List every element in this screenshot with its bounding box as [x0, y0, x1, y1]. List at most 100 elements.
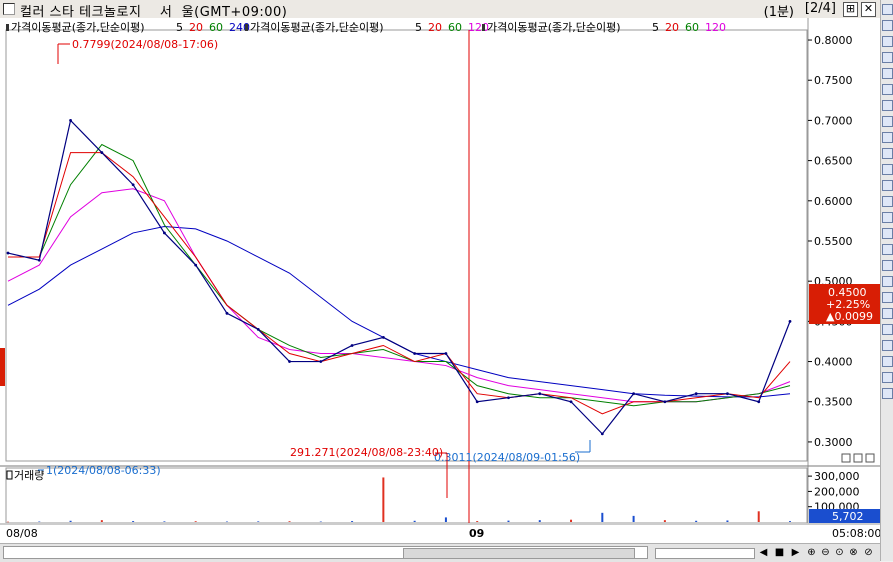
- window-titlebar: 컬러 스타 테크놀로지 서 울(GMT+09:00) (1분) [2/4] ⊞ …: [0, 0, 880, 20]
- zoom-fit-icon[interactable]: ⊗: [849, 547, 858, 558]
- horizontal-line-tool-icon[interactable]: [882, 52, 893, 63]
- zoom-out-icon[interactable]: ⊖: [821, 547, 830, 558]
- current-volume: 5,702: [832, 510, 864, 523]
- cycle-tool-icon[interactable]: [882, 228, 893, 239]
- lock-tool-icon[interactable]: [882, 356, 893, 367]
- x-label-date: 08/08: [6, 527, 38, 540]
- legend-period: 60: [685, 21, 699, 34]
- price-point: [663, 400, 667, 404]
- legend-period: 60: [209, 21, 223, 34]
- price-point: [6, 251, 10, 255]
- vertical-line-tool-icon[interactable]: [882, 68, 893, 79]
- legend-marker: [245, 24, 248, 31]
- current-price: 0.4500: [828, 286, 867, 299]
- volume-bar: [632, 515, 635, 522]
- price-lines: [6, 119, 792, 436]
- arrow-up-tool-icon[interactable]: [882, 196, 893, 207]
- legend-period: 5: [176, 21, 183, 34]
- gann-tool-icon[interactable]: [882, 260, 893, 271]
- zoom-slider[interactable]: [655, 548, 755, 559]
- volume-max-text: 291.271(2024/08/08-23:40): [290, 446, 443, 459]
- ellipse-tool-icon[interactable]: [882, 132, 893, 143]
- scrollbar-thumb[interactable]: [403, 548, 635, 559]
- volume-bar: [7, 521, 9, 523]
- trendline-tool-icon[interactable]: [882, 36, 893, 47]
- price-panel: [5, 29, 808, 462]
- more-tool-icon[interactable]: [882, 388, 893, 399]
- horizontal-scrollbar[interactable]: [3, 546, 648, 559]
- price-point: [600, 432, 604, 436]
- volume-bar: [507, 520, 510, 522]
- legend-period: 20: [665, 21, 679, 34]
- volume-bar: [413, 520, 416, 522]
- x-axis-time: 05:08:00: [832, 527, 880, 540]
- legend-period: 5: [415, 21, 422, 34]
- legend-period: 20: [428, 21, 442, 34]
- chart-area[interactable]: 가격이동평균(종가,단순이평) 5 20 60 240 가격이동평균(종가,단순이평) 5 2…: [0, 18, 881, 543]
- pencil-tool-icon[interactable]: [882, 292, 893, 303]
- triangle-tool-icon[interactable]: [882, 148, 893, 159]
- page-indicator[interactable]: [2/4]: [804, 1, 836, 16]
- delete-tool-icon[interactable]: [882, 372, 893, 383]
- drawing-toolbar: [880, 0, 893, 561]
- legend-period: 240: [229, 21, 250, 34]
- low-annotation-text: 0.3011(2024/08/09-01:56): [434, 451, 580, 464]
- price-point: [194, 263, 198, 267]
- volume-bar: [319, 521, 322, 523]
- window-title: 컬러 스타 테크놀로지 서 울(GMT+09:00): [20, 5, 288, 20]
- fibonacci-tool-icon[interactable]: [882, 84, 893, 95]
- price-point: [475, 400, 479, 404]
- price-point: [69, 119, 72, 122]
- period-label[interactable]: (1분): [763, 5, 794, 20]
- arrow-down-tool-icon[interactable]: [882, 212, 893, 223]
- restore-icon[interactable]: ⊞: [843, 2, 858, 17]
- speed-line-tool-icon[interactable]: [882, 244, 893, 255]
- zoom-reset-icon[interactable]: ⊙: [835, 547, 844, 558]
- price-point: [163, 231, 166, 235]
- close-icon[interactable]: ✕: [861, 2, 876, 17]
- low-annotation: 0.3011(2024/08/09-01:56): [434, 440, 591, 464]
- volume-max-annotation: 291.271(2024/08/08-23:40): [290, 446, 448, 498]
- price-tick-label: 0.4000: [814, 356, 853, 369]
- volume-bar: [38, 521, 41, 523]
- volume-bar: [663, 520, 666, 522]
- price-point: [413, 352, 417, 355]
- eraser-tool-icon[interactable]: [882, 308, 893, 319]
- price-tick-label: 0.6500: [814, 155, 853, 168]
- andrews-tool-icon[interactable]: [882, 276, 893, 287]
- rectangle-tool-icon[interactable]: [882, 116, 893, 127]
- volume-bar: [69, 520, 72, 522]
- zoom-in-icon[interactable]: ⊕: [807, 547, 816, 558]
- ma-legends: 가격이동평균(종가,단순이평) 5 20 60 240 가격이동평균(종가,단순이평) 5 2…: [6, 21, 726, 34]
- channel-tool-icon[interactable]: [882, 100, 893, 111]
- volume-bar: [476, 521, 479, 522]
- settings-tool-icon[interactable]: [882, 324, 893, 335]
- price-point: [381, 336, 385, 339]
- volume-bar: [757, 511, 760, 522]
- volume-bar: [789, 521, 791, 522]
- scroll-right-icon[interactable]: ▶: [791, 547, 800, 558]
- price-point: [225, 311, 229, 315]
- crosshair-tool-icon[interactable]: [882, 20, 893, 31]
- window-icon[interactable]: [3, 3, 15, 15]
- arc-tool-icon[interactable]: [882, 164, 893, 175]
- current-volume-badge: 5,702: [809, 509, 880, 523]
- volume-bar: [538, 520, 541, 522]
- legend-marker: [6, 24, 9, 31]
- legend-period: 120: [468, 21, 489, 34]
- legend-label: 가격이동평균(종가,단순이평): [250, 21, 384, 34]
- cursor-tool-icon[interactable]: [882, 4, 893, 15]
- volume-bar: [100, 520, 103, 522]
- zoom-all-icon[interactable]: ⊘: [864, 547, 873, 558]
- chart-svg[interactable]: 가격이동평균(종가,단순이평) 5 20 60 240 가격이동평균(종가,단순이평) 5 2…: [0, 18, 881, 543]
- text-tool-icon[interactable]: [882, 180, 893, 191]
- volume-bar: [132, 521, 135, 522]
- price-point: [726, 392, 729, 396]
- scroll-left-icon[interactable]: ◀: [759, 547, 768, 558]
- color-tool-icon[interactable]: [882, 340, 893, 351]
- series-line-ma60: [8, 143, 791, 407]
- panel-corner-buttons[interactable]: [841, 453, 875, 463]
- price-tick-label: 0.8000: [814, 34, 853, 47]
- stop-icon[interactable]: ■: [774, 547, 785, 558]
